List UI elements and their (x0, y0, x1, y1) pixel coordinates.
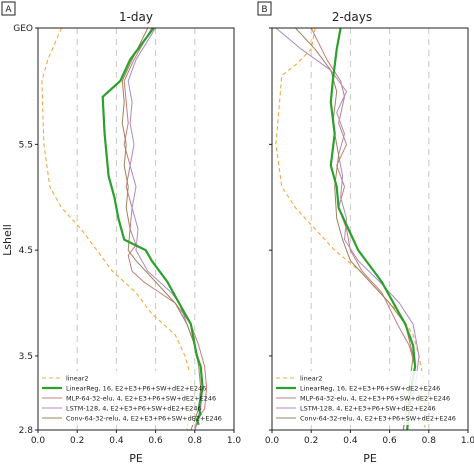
panel-a-axes-frame (37, 27, 235, 431)
panel-a-legend-label-3: LSTM-128, 4, E2+E3+P6+SW+dE2+E246 (66, 405, 202, 413)
panel-b-legend-label-3: LSTM-128, 4, E2+E3+P6+SW+dE2+E246 (300, 405, 436, 413)
panel-b: B 2-days 0.0 0.2 0.4 0.6 0.8 1.0 linear2 Linear… (257, 1, 474, 465)
panel-b-legend-label-2: MLP-64-32-elu, 4, E2+E3+P6+SW+dE2+E246 (300, 395, 450, 403)
panel-b-series-line-1 (329, 28, 417, 430)
panel-a-legend-label-2: MLP-64-32-elu, 4, E2+E3+P6+SW+dE2+E246 (66, 395, 216, 403)
panel-a-series-line-1 (101, 28, 204, 426)
panel-b-x-tick-label: 0.2 (304, 436, 318, 446)
panel-b-x-tick-label: 0.8 (422, 436, 437, 446)
panel-b-x-tick-label: 0.0 (265, 436, 280, 446)
panel-b-legend-label-0: linear2 (300, 375, 323, 383)
panel-b-x-tick-label: 0.4 (343, 436, 358, 446)
panel-b-title: 2-days (332, 10, 372, 24)
panel-a-y-tick-label: GEO (13, 24, 33, 34)
panel-b-plot-background (272, 28, 468, 430)
panel-b-letter: B (261, 5, 267, 15)
panel-a-y-tick-label: 5.5 (19, 140, 33, 150)
panel-b-series-line-0 (275, 28, 426, 430)
panel-b-plot-area: 0.0 0.2 0.4 0.6 0.8 1.0 linear2 LinearReg, 16, … (265, 27, 474, 446)
panel-b-letter-box (257, 1, 272, 16)
panel-a-legend-label-0: linear2 (66, 375, 89, 383)
panel-b-x-tick-label: 1.0 (461, 436, 474, 446)
panel-a-x-tick-label: 0.0 (31, 436, 46, 446)
panel-b-series-group (275, 28, 426, 430)
panel-a-x-tick-label: 1.0 (227, 436, 242, 446)
panel-a-x-tick-label: 0.6 (148, 436, 163, 446)
panel-b-x-tick-label: 0.6 (382, 436, 397, 446)
panel-a-plot-area: 0.0 0.2 0.4 0.6 0.8 1.0 2.8 3.5 4.5 5.5 GEO linear2… (13, 24, 241, 446)
panel-b-series-line-3 (275, 28, 420, 430)
panel-a-letter: A (5, 5, 12, 15)
panel-a-x-tick-label: 0.4 (109, 436, 124, 446)
panel-a-plot-background (38, 28, 234, 430)
panel-a-series-line-0 (41, 28, 192, 430)
panel-a-x-axis-title: PE (129, 452, 143, 465)
panel-a-x-tick-label: 0.2 (70, 436, 84, 446)
panel-a-y-tick-label: 3.5 (19, 352, 33, 362)
panel-a-legend-label-1: LinearReg, 16, E2+E3+P6+SW+dE2+E246 (66, 385, 206, 393)
panel-a-series-line-4 (121, 28, 202, 430)
panel-a-y-tick-label: 2.8 (19, 426, 34, 436)
panel-a-title: 1-day (119, 10, 153, 24)
panel-b-legend-label-4: Conv-64-32-relu, 4, E2+E3+P6+SW+dE2+E246 (300, 415, 456, 423)
panel-a-legend-label-4: Conv-64-32-relu, 4, E2+E3+P6+SW+dE2+E246 (66, 415, 222, 423)
panel-a-letter-box (1, 1, 16, 16)
panel-b-legend-label-1: LinearReg, 16, E2+E3+P6+SW+dE2+E246 (300, 385, 440, 393)
panel-b-x-axis-title: PE (363, 452, 377, 465)
panel-a: A 1-day 0.0 0.2 0.4 0.6 0.8 1.0 2.8 3.5 4.5 5.5 GE… (1, 1, 241, 465)
panel-b-series-line-4 (295, 28, 414, 430)
y-axis-title: Lshell (1, 224, 14, 256)
panel-b-legend-box (274, 371, 428, 425)
panel-a-y-tick-label: 4.5 (19, 246, 33, 256)
panel-b-axes-frame (271, 27, 469, 431)
panel-a-series-line-2 (123, 28, 208, 430)
panel-a-series-group (41, 28, 208, 430)
panel-a-legend-box (40, 371, 194, 425)
panel-a-x-tick-label: 0.8 (188, 436, 203, 446)
